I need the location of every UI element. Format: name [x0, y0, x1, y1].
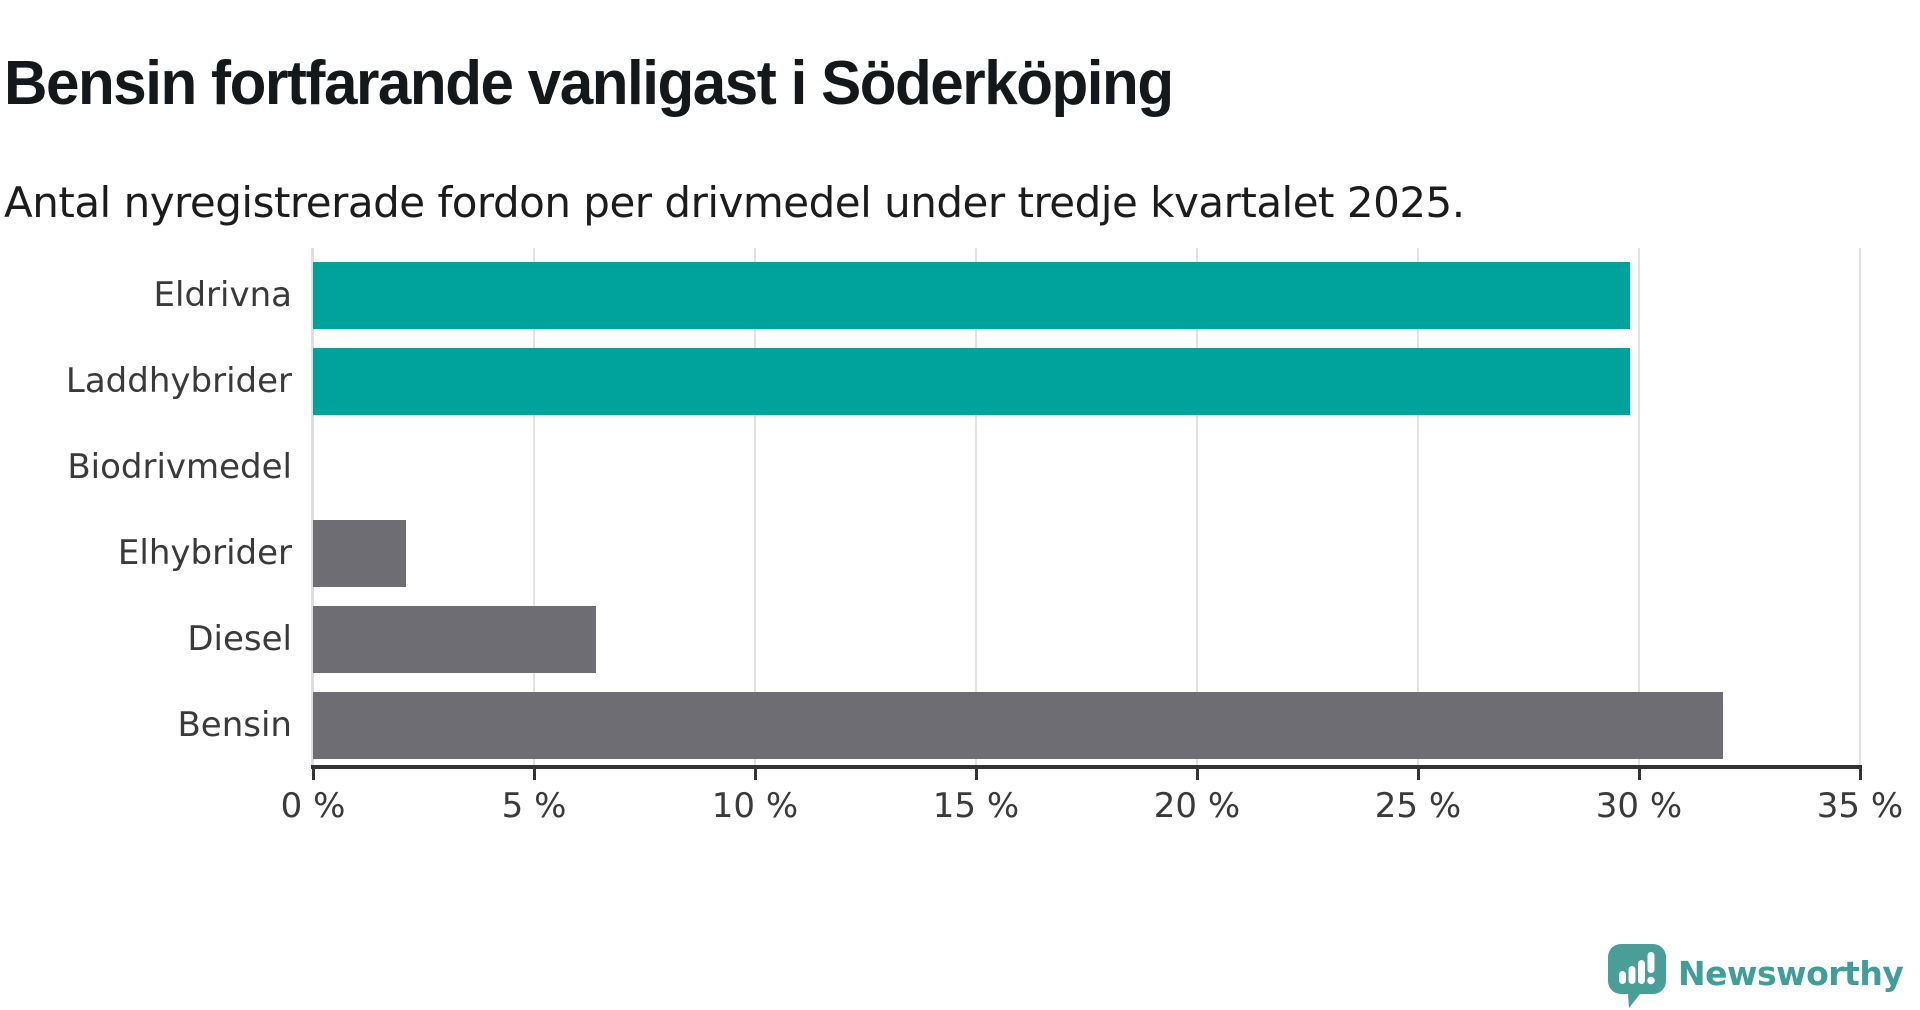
bar-diesel — [313, 606, 596, 673]
x-tick-label-0: 0 % — [280, 786, 346, 826]
x-tick-0 — [311, 769, 315, 780]
x-tick-label-10: 10 % — [711, 786, 799, 826]
x-tick-label-25: 25 % — [1374, 786, 1462, 826]
category-label-eldrivna: Eldrivna — [153, 275, 292, 315]
chart-title: Bensin fortfarande vanligast i Söderköpi… — [4, 48, 1174, 118]
gridline-25 — [1417, 248, 1419, 765]
x-tick-25 — [1416, 769, 1420, 780]
bar-elhybrider — [313, 520, 406, 587]
newsworthy-logo-text: Newsworthy — [1678, 954, 1904, 993]
gridline-20 — [1196, 248, 1198, 765]
category-label-biodrivmedel: Biodrivmedel — [67, 447, 292, 487]
x-tick-20 — [1195, 769, 1199, 780]
chart-subtitle: Antal nyregistrerade fordon per drivmede… — [4, 178, 1465, 227]
gridline-5 — [533, 248, 535, 765]
category-label-laddhybrider: Laddhybrider — [65, 361, 292, 401]
bar-laddhybrider — [313, 348, 1631, 415]
x-tick-15 — [974, 769, 978, 780]
gridline-10 — [754, 248, 756, 765]
x-tick-label-30: 30 % — [1595, 786, 1683, 826]
x-tick-label-5: 5 % — [501, 786, 567, 826]
x-tick-label-35: 35 % — [1816, 786, 1904, 826]
x-tick-label-20: 20 % — [1153, 786, 1241, 826]
bar-bensin — [313, 692, 1723, 759]
newsworthy-logo: Newsworthy — [1608, 944, 1904, 1008]
x-tick-30 — [1637, 769, 1641, 780]
x-tick-10 — [753, 769, 757, 780]
gridline-30 — [1638, 248, 1640, 765]
category-label-elhybrider: Elhybrider — [117, 533, 292, 573]
gridline-35 — [1859, 248, 1861, 765]
category-label-bensin: Bensin — [177, 705, 292, 745]
y-axis-line — [311, 248, 314, 765]
x-tick-35 — [1858, 769, 1862, 780]
category-label-diesel: Diesel — [187, 619, 292, 659]
newsworthy-speech-bubble-barchart-icon — [1608, 944, 1666, 1008]
gridline-15 — [975, 248, 977, 765]
bar-eldrivna — [313, 262, 1631, 329]
x-tick-5 — [532, 769, 536, 780]
x-axis-line — [311, 765, 1862, 769]
x-tick-label-15: 15 % — [932, 786, 1020, 826]
